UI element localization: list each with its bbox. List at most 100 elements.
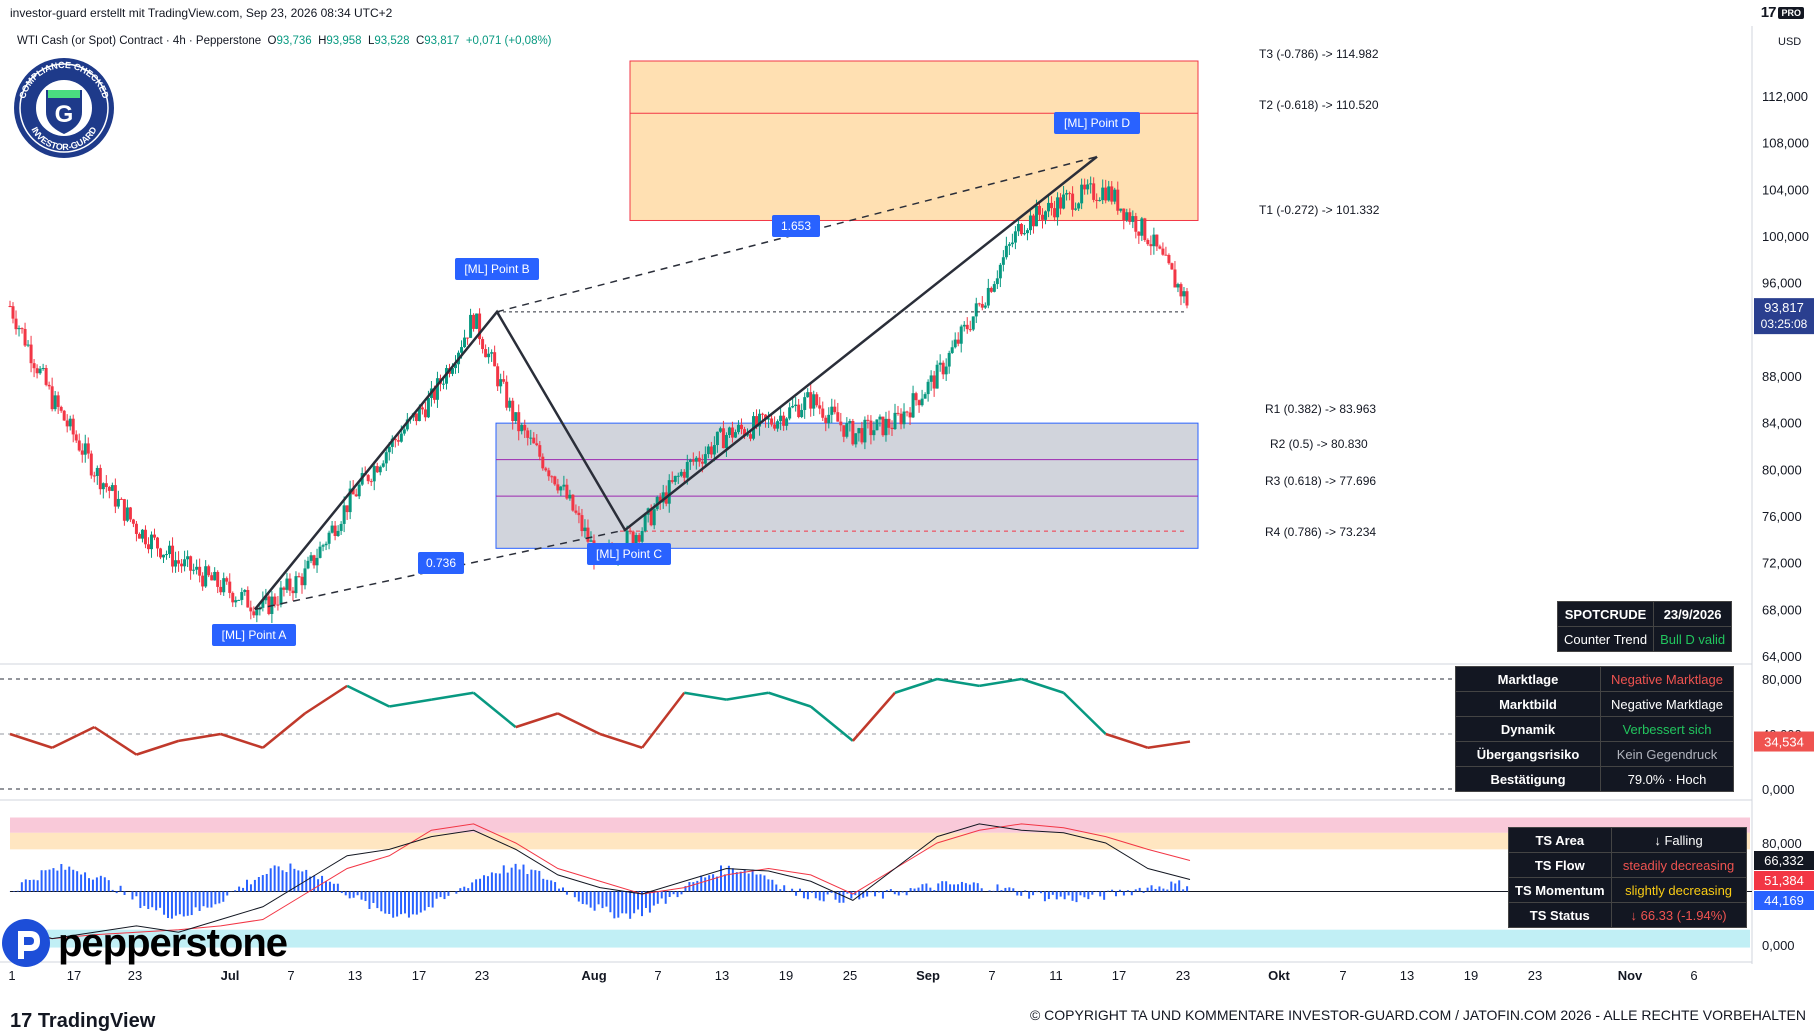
candle-body <box>559 486 563 491</box>
candle-body <box>180 563 184 567</box>
candle-body <box>947 352 951 367</box>
candle-body <box>736 424 740 433</box>
candle-body <box>649 508 653 526</box>
candle-body <box>1031 215 1035 227</box>
osc-tick: 80,000 <box>1762 672 1802 687</box>
candle-body <box>140 529 144 539</box>
candle-body <box>249 607 253 612</box>
candle-body <box>1158 246 1162 249</box>
time-tick: Jul <box>221 968 240 983</box>
candle-body <box>177 560 181 564</box>
row-label: TS Momentum <box>1508 877 1612 903</box>
candle-body <box>375 466 379 473</box>
candle-body <box>216 571 220 587</box>
candle-body <box>282 587 286 590</box>
candle-body <box>38 368 42 374</box>
candle-body <box>914 393 918 401</box>
candle-body <box>505 381 509 408</box>
retracement-label: R4 (0.786) -> 73.234 <box>1265 525 1376 539</box>
candle-body <box>932 375 936 389</box>
candle-body <box>1077 203 1081 209</box>
candle-body <box>234 600 238 603</box>
oscillator-line <box>1105 732 1149 749</box>
last-price-value: 93,817 <box>1764 300 1804 315</box>
candle-body <box>441 383 445 385</box>
candle-body <box>911 393 915 418</box>
candle-body <box>577 512 581 516</box>
candle-body <box>192 569 196 571</box>
ratio-bcd-label: 1.653 <box>781 219 811 233</box>
candle-body <box>1167 255 1171 264</box>
row-value: Kein Gegendruck <box>1600 741 1734 767</box>
chart-canvas[interactable]: [ML] Point A [ML] Point B [ML] Point C [ML]… <box>0 26 1814 996</box>
candle-body <box>926 381 930 395</box>
candle-body <box>246 589 250 608</box>
candle-body <box>1034 205 1038 227</box>
candle-body <box>1013 231 1017 243</box>
candle-body <box>550 476 554 478</box>
candle-body <box>887 418 891 428</box>
candle-body <box>312 555 316 566</box>
candle-body <box>207 566 211 576</box>
pepperstone-text: pepperstone <box>58 920 288 965</box>
candle-body <box>252 611 256 616</box>
candle-body <box>565 484 569 499</box>
candle-body <box>938 362 942 365</box>
candle-body <box>758 413 762 427</box>
candle-body <box>851 421 855 445</box>
candle-body <box>387 446 391 453</box>
oscillator-line <box>809 705 854 742</box>
oscillator-line <box>136 739 179 756</box>
candle-body <box>899 413 903 425</box>
candle-body <box>902 411 906 425</box>
candle-body <box>1164 254 1168 256</box>
candle-body <box>291 590 295 594</box>
candle-body <box>122 499 126 521</box>
candle-body <box>478 313 482 340</box>
candle-body <box>944 366 948 375</box>
row-value: Negative Marktlage <box>1600 691 1734 717</box>
candle-body <box>890 427 894 430</box>
candle-body <box>1001 257 1005 265</box>
oscillator-line <box>178 732 221 743</box>
candle-body <box>104 483 108 488</box>
retracement-label: R3 (0.618) -> 77.696 <box>1265 474 1376 488</box>
candle-body <box>995 278 999 285</box>
time-tick: Okt <box>1268 968 1290 983</box>
time-tick: 25 <box>843 968 857 983</box>
oscillator-line <box>851 691 896 742</box>
candle-body <box>32 363 36 369</box>
candle-body <box>80 450 84 455</box>
osc-value-box <box>1754 731 1814 752</box>
candle-body <box>779 415 783 422</box>
harmonic-pattern-line <box>254 155 1098 611</box>
price-tick: 68,000 <box>1762 602 1802 617</box>
candle-body <box>174 560 178 567</box>
candle-body <box>399 433 403 442</box>
osc-value: 34,534 <box>1764 735 1804 750</box>
time-tick: 17 <box>1112 968 1126 983</box>
candle-body <box>321 545 325 547</box>
table-row: TS Momentum slightly decreasing <box>1508 877 1747 903</box>
candle-body <box>797 404 801 418</box>
candle-body <box>351 488 355 495</box>
price-tick: 96,000 <box>1762 276 1802 291</box>
candle-body <box>475 313 479 329</box>
candle-body <box>77 440 81 451</box>
candle-body <box>974 303 978 317</box>
pro-badge: PRO <box>1778 7 1804 20</box>
candle-body <box>294 576 298 594</box>
candle-body <box>821 408 825 418</box>
candle-body <box>261 600 265 608</box>
candle-body <box>1010 242 1014 245</box>
osc-tick: 0,000 <box>1762 782 1795 797</box>
retracement-label: R1 (0.382) -> 83.963 <box>1265 402 1376 416</box>
candle-body <box>860 428 864 443</box>
candle-body <box>372 466 376 482</box>
candle-body <box>908 412 912 418</box>
candle-body <box>8 306 12 307</box>
candle-body <box>502 379 506 382</box>
compliance-badge-icon: G COMPLIANCE CHECKED INVESTOR-GUARD <box>14 58 114 158</box>
retracement-zone <box>495 422 1199 549</box>
candle-body <box>836 412 840 422</box>
